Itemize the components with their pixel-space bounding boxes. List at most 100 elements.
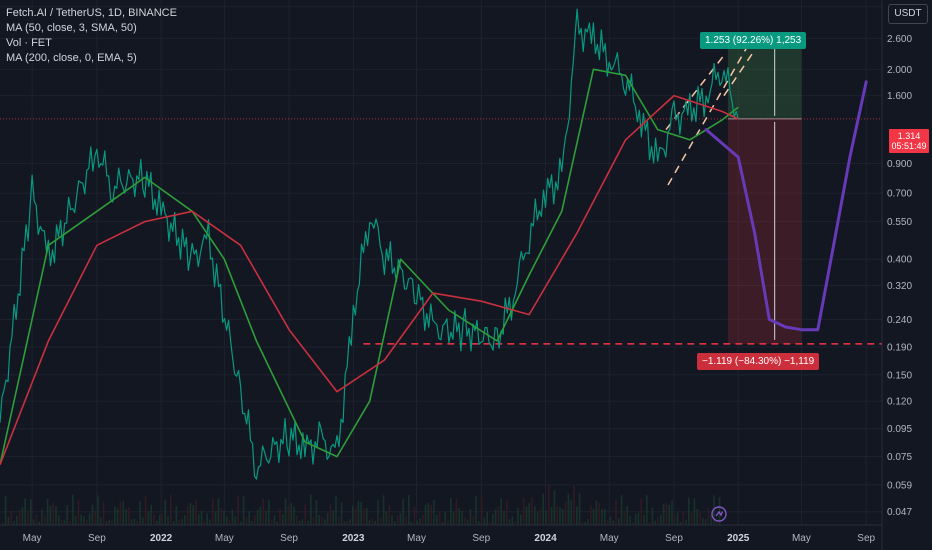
volume-bar [130,519,133,525]
volume-bar [416,520,418,525]
symbol-title[interactable]: Fetch.AI / TetherUS, 1D, BINANCE [6,7,177,19]
volume-bar [452,511,455,525]
volume-bar [343,521,346,525]
volume-bar [604,508,606,525]
volume-bar [158,515,161,525]
volume-bar [534,506,536,525]
volume-bar [472,515,474,525]
volume-bar [242,496,245,525]
volume-bar [511,516,514,525]
volume-bar [394,521,396,525]
stop-label[interactable]: −1.119 (−84.30%) −1,119 [697,353,820,370]
ma50-legend[interactable]: MA (50, close, 3, SMA, 50) [6,22,137,34]
volume-bar [147,511,150,525]
volume-bar [220,507,222,525]
ma200-legend[interactable]: MA (200, close, 0, EMA, 5) [6,52,137,64]
volume-bar [620,495,623,525]
volume-bar [172,521,175,525]
y-tick-label: 0.900 [887,159,912,170]
volume-bar [349,519,351,525]
volume-bar [284,498,287,525]
volume-bar [710,515,712,525]
volume-bar [444,512,446,525]
x-tick-label: 2025 [727,533,750,544]
volume-bar [514,521,516,525]
volume-bar [357,500,360,525]
volume-bar [422,514,424,525]
y-tick-label: 0.095 [887,424,912,435]
volume-bar [91,504,94,525]
volume-bar [497,506,500,525]
tradingview-logo-icon[interactable] [711,506,727,522]
x-tick-label: Sep [665,533,683,544]
volume-bar [612,520,614,525]
volume-bar [531,497,533,525]
volume-bar [545,510,547,525]
volume-bar [7,516,10,525]
volume-bar [200,510,203,525]
volume-bar [44,514,46,525]
volume-bar [427,503,430,525]
volume-bar [150,504,152,525]
volume-bar [346,520,348,525]
volume-bar [88,513,91,525]
x-tick-label: Sep [88,533,106,544]
volume-bar [352,505,354,525]
volume-bar [618,517,620,525]
volume-bar [332,510,334,525]
x-tick-label: May [215,533,234,544]
volume-bar [184,515,186,525]
volume-bar [189,503,192,525]
currency-button[interactable]: USDT [888,4,928,24]
y-tick-label: 0.240 [887,315,912,326]
volume-bar [570,499,572,525]
volume-bar [668,504,670,525]
volume-bar [80,514,82,525]
volume-bar [60,519,63,525]
volume-bar [385,511,388,525]
volume-bar [324,519,326,525]
volume-bar [228,520,231,525]
volume-bar [366,508,368,525]
volume-bar [640,498,642,525]
volume-bar [716,520,718,525]
volume-bar [74,516,77,525]
volume-bar [609,517,612,525]
volume-bar [245,517,248,525]
volume-bar [41,509,43,525]
volume-bar [399,513,402,525]
volume-bar [623,512,626,525]
volume-bar [170,494,172,525]
volume-bar [368,519,371,525]
volume-bar [382,495,385,525]
volume-bar [38,521,40,525]
x-tick-label: Sep [857,533,875,544]
volume-bar [298,520,301,525]
volume-bar [282,514,284,525]
volume-legend[interactable]: Vol · FET [6,37,52,49]
chart-legend: Fetch.AI / TetherUS, 1D, BINANCE MA (50,… [6,6,177,66]
volume-bar [195,499,197,525]
volume-bar [198,514,200,525]
volume-bar [46,498,49,525]
volume-bar [94,510,96,525]
volume-bar [671,500,673,525]
volume-bar [49,505,52,525]
x-tick-label: 2022 [150,533,173,544]
y-tick-label: 0.700 [887,189,912,200]
volume-bar [517,508,519,525]
volume-bar [265,510,267,525]
volume-bar [2,522,4,525]
volume-bar [240,521,242,525]
volume-bar [480,496,483,525]
volume-bar [161,513,164,525]
volume-bar [637,512,640,525]
volume-bar [441,521,444,525]
volume-bar [688,497,690,525]
volume-bar [21,507,24,525]
volume-bar [377,500,379,525]
volume-bar [489,521,491,525]
volume-bar [206,513,208,525]
target-label[interactable]: 1.253 (92.26%) 1,253 [700,32,807,49]
